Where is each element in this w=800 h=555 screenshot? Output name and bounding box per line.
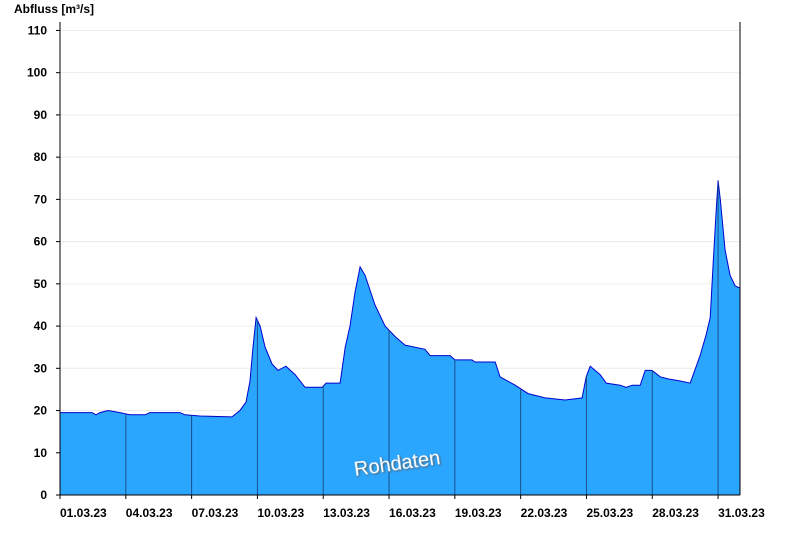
area (60, 180, 740, 495)
x-tick-label: 25.03.23 (586, 506, 633, 520)
y-tick-label: 70 (34, 192, 48, 206)
y-tick-label: 100 (27, 66, 47, 80)
y-tick-label: 80 (34, 150, 48, 164)
y-tick-label: 110 (28, 23, 48, 37)
y-axis-label: Abfluss [m³/s] (14, 2, 94, 16)
y-tick-label: 40 (34, 319, 48, 333)
x-tick-label: 01.03.23 (60, 506, 107, 520)
line (60, 180, 741, 418)
x-tick-label: 13.03.23 (323, 506, 370, 520)
x-tick-label: 19.03.23 (455, 506, 502, 520)
x-tick-label: 10.03.23 (257, 506, 304, 520)
x-tick-label: 22.03.23 (521, 506, 568, 520)
x-tick-label: 16.03.23 (389, 506, 436, 520)
y-tick-label: 60 (34, 235, 48, 249)
y-tick-label: 50 (34, 277, 48, 291)
x-tick-label: 04.03.23 (126, 506, 173, 520)
y-tick-label: 90 (34, 108, 48, 122)
y-tick-label: 20 (34, 404, 48, 418)
x-tick-label: 28.03.23 (652, 506, 699, 520)
y-tick-label: 30 (34, 361, 48, 375)
x-tick-label: 07.03.23 (192, 506, 239, 520)
x-tick-label: 31.03.23 (718, 506, 765, 520)
y-tick-label: 0 (40, 488, 47, 502)
y-tick-label: 10 (34, 446, 48, 460)
